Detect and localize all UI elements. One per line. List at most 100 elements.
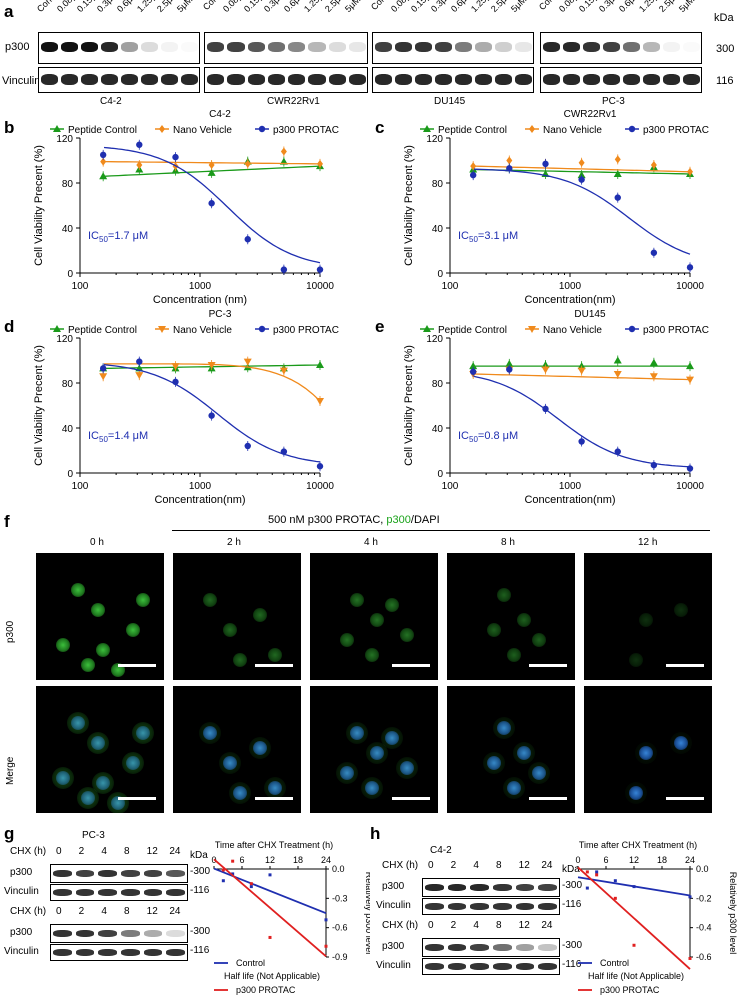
- chx-time: 4: [101, 906, 107, 917]
- chart-c42-halflife: Time after CHX Treatment (h) 0 6 12 18 240.0 -…: [575, 840, 738, 995]
- cell-nucleus: [400, 628, 414, 642]
- band-p300: [643, 42, 660, 52]
- band-p300: [121, 42, 138, 52]
- panel-f-title-suffix: /DAPI: [410, 514, 440, 526]
- h-cell-line: C4-2: [430, 845, 452, 856]
- band-p300: [247, 42, 265, 52]
- chart-cwr22rv1-viability: CWR22Rv1 Peptide Control Nano Vehicle p300 …: [403, 109, 709, 306]
- cell-nucleus: [370, 746, 384, 760]
- time-label: 2 h: [227, 537, 241, 548]
- data-point: [614, 448, 621, 455]
- x-tick-label: 24: [321, 855, 331, 865]
- chx-time: 4: [473, 920, 479, 931]
- band-p300: [583, 42, 600, 52]
- band-p300: [455, 42, 472, 52]
- legend-label: Nano Vehicle: [543, 325, 602, 336]
- cell-nucleus: [91, 603, 105, 617]
- x-axis-label: Concentration(nm): [154, 494, 245, 506]
- cell-nucleus: [629, 653, 643, 667]
- band-vinculin: [143, 949, 163, 956]
- y-tick-label: 120: [426, 334, 443, 345]
- band-p300: [435, 42, 452, 52]
- cell-nucleus: [350, 593, 364, 607]
- band-vinculin: [41, 74, 58, 85]
- cell-nucleus: [203, 593, 217, 607]
- cell-cytoplasm: [336, 762, 358, 784]
- x-tick-label: 1000: [189, 281, 212, 292]
- y-tick-label: 0.0: [332, 864, 345, 874]
- x-tick-label: 100: [442, 281, 459, 292]
- band-vinculin: [475, 74, 492, 85]
- legend-label: Peptide Control: [68, 125, 137, 136]
- band-vinculin: [308, 74, 326, 85]
- band-p300: [166, 930, 185, 937]
- cell-cytoplasm: [366, 742, 388, 764]
- p300-image: [584, 553, 712, 680]
- ic50-subscript: 50: [469, 435, 478, 444]
- scale-bar: [392, 664, 430, 667]
- merge-image: [584, 686, 712, 813]
- chx-time: 8: [496, 860, 502, 871]
- data-point: [542, 160, 549, 168]
- data-point: [650, 161, 657, 169]
- blot-vinculin: [422, 958, 560, 975]
- chx-time: 24: [169, 846, 181, 857]
- data-point: [613, 356, 622, 364]
- panel-label-h: h: [370, 824, 381, 843]
- band-vinculin: [121, 949, 140, 956]
- y-tick-label: -0.9: [332, 952, 348, 962]
- chx-time: 0: [56, 846, 62, 857]
- band-p300: [538, 884, 557, 891]
- kda-label: kDa: [714, 12, 734, 24]
- band-vinculin: [493, 963, 512, 970]
- cell-nucleus: [253, 608, 267, 622]
- data-point: [207, 168, 216, 176]
- chx-time: 24: [541, 860, 553, 871]
- band-vinculin: [81, 74, 98, 85]
- y-axis-label: Relatively p300 level: [364, 872, 370, 955]
- ic50-value: =3.1 μM: [478, 230, 518, 242]
- band-p300: [181, 42, 198, 52]
- x-tick-label: 18: [657, 855, 667, 865]
- band-p300: [515, 42, 532, 52]
- panel-label-e: e: [375, 317, 385, 336]
- cell-nucleus: [385, 731, 399, 745]
- band-p300: [81, 42, 98, 52]
- band-p300: [515, 884, 535, 891]
- data-point: [136, 358, 143, 365]
- cell-nucleus: [365, 648, 379, 662]
- chx-label: CHX (h): [382, 860, 419, 871]
- x-tick-label: 24: [685, 855, 695, 865]
- legend-marker: [258, 325, 266, 333]
- x-tick-label: 10000: [306, 481, 334, 492]
- mw-116: -116: [190, 945, 210, 956]
- x-tick-label: 10000: [306, 281, 334, 292]
- y-tick-label: 0: [437, 469, 443, 480]
- data-point: [613, 371, 622, 378]
- ic50-value: =0.8 μM: [478, 430, 518, 442]
- g-cell-line: PC-3: [82, 830, 105, 841]
- x-axis-label: Concentration(nm): [524, 294, 615, 306]
- x-tick-label: 1000: [559, 281, 582, 292]
- band-vinculin: [455, 74, 472, 85]
- cell-nucleus: [136, 726, 150, 740]
- cell-nucleus: [268, 648, 282, 662]
- band-p300: [53, 870, 72, 877]
- data-point: [470, 162, 477, 171]
- band-p300: [543, 42, 560, 52]
- band-vinculin: [563, 74, 580, 85]
- band-vinculin: [493, 903, 512, 910]
- cell-cytoplasm: [264, 777, 286, 799]
- data-point: [595, 873, 599, 877]
- blot-p300: [204, 32, 368, 64]
- cell-nucleus: [497, 588, 511, 602]
- data-point: [578, 176, 585, 183]
- blot-p300: [422, 878, 560, 897]
- band-p300: [493, 944, 512, 951]
- y-tick-label: -0.4: [696, 923, 712, 933]
- data-point: [688, 895, 692, 899]
- x-tick-label: 6: [239, 855, 244, 865]
- band-vinculin: [166, 889, 185, 896]
- p300-image: [36, 553, 164, 680]
- legend-marker: [159, 125, 165, 133]
